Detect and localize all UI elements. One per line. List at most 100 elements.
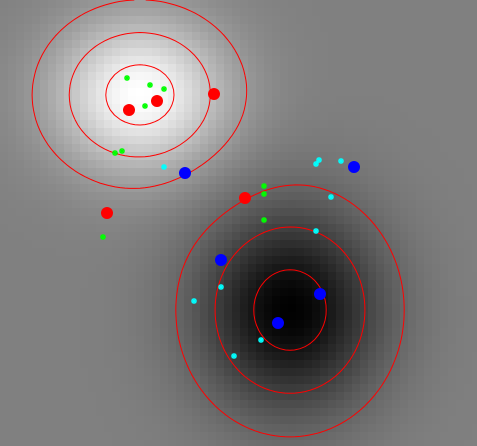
shading-cell [432, 264, 441, 273]
shading-cell [304, 256, 313, 265]
shading-cell [48, 80, 57, 89]
shading-cell [264, 432, 273, 441]
shading-cell [192, 392, 201, 401]
shading-cell [360, 424, 369, 433]
shading-cell [232, 16, 241, 25]
shading-cell [176, 64, 185, 73]
shading-cell [408, 280, 417, 289]
shading-cell [368, 120, 377, 129]
shading-cell [104, 232, 113, 241]
shading-cell [152, 320, 161, 329]
shading-cell [376, 376, 385, 385]
shading-cell [408, 368, 417, 377]
shading-cell [120, 200, 129, 209]
shading-cell [16, 64, 25, 73]
shading-cell [0, 200, 9, 209]
shading-cell [280, 176, 289, 185]
shading-cell [168, 104, 177, 113]
shading-cell [176, 88, 185, 97]
shading-cell [248, 320, 257, 329]
shading-cell [336, 264, 345, 273]
shading-cell [328, 200, 337, 209]
shading-cell [312, 200, 321, 209]
shading-cell [336, 80, 345, 89]
shading-cell [24, 296, 33, 305]
shading-cell [352, 312, 361, 321]
shading-cell [160, 40, 169, 49]
shading-cell [296, 416, 305, 425]
shading-cell [424, 136, 433, 145]
shading-cell [72, 72, 81, 81]
shading-cell [144, 416, 153, 425]
shading-cell [248, 232, 257, 241]
shading-cell [72, 440, 81, 446]
shading-cell [336, 24, 345, 33]
shading-cell [360, 104, 369, 113]
shading-cell [200, 232, 209, 241]
shading-cell [264, 376, 273, 385]
shading-cell [248, 128, 257, 137]
shading-cell [296, 88, 305, 97]
shading-cell [384, 384, 393, 393]
shading-cell [312, 368, 321, 377]
shading-cell [352, 40, 361, 49]
shading-cell [360, 344, 369, 353]
data-point-circle [348, 161, 360, 173]
shading-cell [120, 280, 129, 289]
shading-cell [360, 80, 369, 89]
shading-cell [96, 48, 105, 57]
shading-cell [128, 96, 137, 105]
shading-cell [32, 384, 41, 393]
shading-cell [40, 336, 49, 345]
shading-cell [296, 264, 305, 273]
shading-cell [104, 400, 113, 409]
shading-cell [80, 416, 89, 425]
shading-cell [304, 184, 313, 193]
shading-cell [216, 440, 225, 446]
shading-cell [384, 336, 393, 345]
shading-cell [184, 192, 193, 201]
shading-cell [104, 344, 113, 353]
shading-cell [72, 416, 81, 425]
shading-cell [80, 80, 89, 89]
shading-cell [384, 208, 393, 217]
shading-cell [344, 24, 353, 33]
shading-cell [112, 40, 121, 49]
shading-cell [64, 256, 73, 265]
shading-cell [416, 320, 425, 329]
shading-cell [424, 400, 433, 409]
shading-cell [264, 40, 273, 49]
shading-cell [208, 360, 217, 369]
shading-cell [168, 408, 177, 417]
shading-cell [240, 8, 249, 17]
shading-cell [56, 272, 65, 281]
shading-cell [360, 184, 369, 193]
shading-cell [184, 376, 193, 385]
shading-cell [40, 0, 49, 9]
shading-cell [424, 200, 433, 209]
shading-cell [432, 336, 441, 345]
shading-cell [432, 56, 441, 65]
shading-cell [144, 0, 153, 9]
shading-cell [192, 384, 201, 393]
shading-cell [360, 32, 369, 41]
shading-cell [400, 184, 409, 193]
shading-cell [24, 272, 33, 281]
shading-cell [360, 192, 369, 201]
shading-cell [112, 288, 121, 297]
shading-cell [336, 400, 345, 409]
shading-cell [432, 288, 441, 297]
shading-cell [264, 112, 273, 121]
shading-cell [136, 200, 145, 209]
shading-cell [416, 264, 425, 273]
shading-cell [168, 336, 177, 345]
shading-cell [368, 56, 377, 65]
shading-cell [376, 320, 385, 329]
shading-cell [416, 184, 425, 193]
shading-cell [80, 192, 89, 201]
shading-cell [40, 360, 49, 369]
shading-cell [80, 328, 89, 337]
shading-cell [96, 136, 105, 145]
data-point-star [261, 183, 267, 189]
shading-cell [216, 416, 225, 425]
